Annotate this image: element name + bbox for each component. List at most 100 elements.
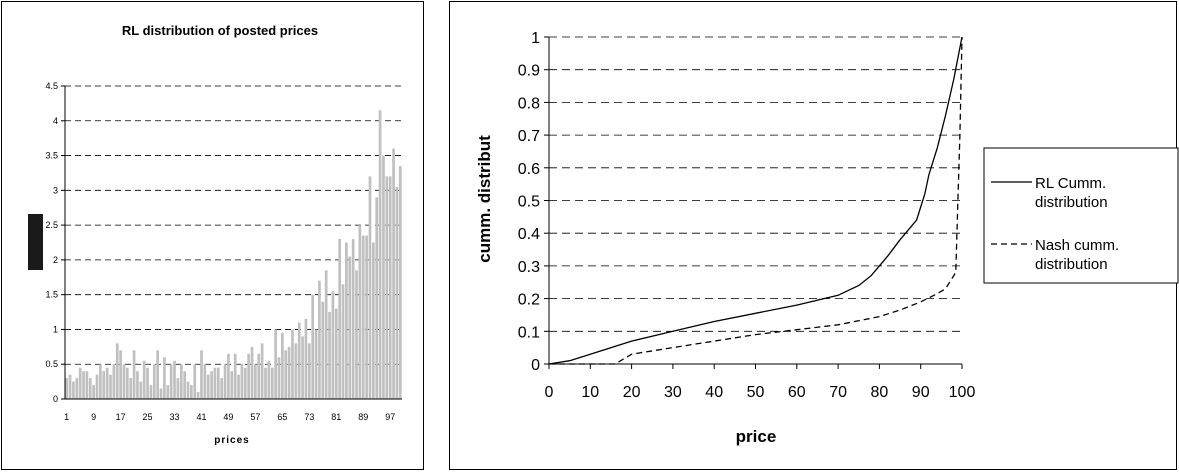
line-y-tick-label: 0.5 (518, 194, 540, 211)
bar (355, 270, 358, 399)
bar (247, 353, 251, 399)
bar-x-tick-label: 73 (304, 412, 314, 422)
bar-y-tick-label: 0.5 (45, 359, 58, 369)
line-x-tick-label: 20 (623, 384, 641, 401)
bar (294, 343, 298, 399)
line-x-tick-label: 30 (664, 384, 682, 401)
legend-label-rl-line1: RL Cumm. (1035, 175, 1106, 192)
bar-x-tick-label: 49 (223, 412, 233, 422)
bar (156, 350, 160, 399)
bar-chart-title: RL distribution of posted prices (122, 23, 318, 38)
bar (119, 350, 122, 399)
bar (169, 364, 173, 399)
bar (88, 378, 92, 399)
bar (152, 364, 156, 399)
bar-chart: RL distribution of posted prices 0 0.5 1 1.… (28, 23, 402, 446)
bar (304, 319, 308, 399)
bar (183, 371, 186, 399)
bar-y-tick-label: 4 (53, 116, 58, 126)
rl-series-line (548, 36, 963, 365)
bar-x-tick-label: 17 (116, 412, 126, 422)
bar (125, 367, 129, 399)
bar (345, 242, 348, 399)
bar (331, 291, 335, 399)
bar (173, 360, 176, 399)
bar (179, 364, 183, 399)
bar (122, 364, 126, 399)
bar (318, 280, 321, 399)
bar (166, 385, 170, 399)
bar (149, 385, 153, 399)
bar (230, 371, 234, 399)
line-y-tick-label: 1 (531, 30, 540, 47)
bar (102, 371, 106, 399)
line-x-axis-title: price (736, 427, 777, 446)
bar (270, 367, 274, 399)
bar (291, 329, 294, 399)
bar (264, 367, 267, 399)
bar-y-tick-label: 4.5 (45, 81, 58, 91)
line-y-tick-label: 0.3 (518, 259, 540, 276)
bar (274, 329, 277, 399)
line-y-axis-title: cumm. distribut (475, 135, 494, 263)
bar (99, 364, 102, 399)
bar (146, 367, 149, 399)
line-y-tick-label: 0.2 (518, 292, 540, 309)
bar (324, 270, 328, 399)
bar (233, 353, 237, 399)
legend-box (983, 147, 1179, 284)
bar (186, 381, 190, 399)
bar-x-tick-label: 81 (331, 412, 341, 422)
bar (78, 367, 82, 399)
bar (200, 350, 203, 399)
line-x-tick-label: 60 (788, 384, 806, 401)
bar (220, 378, 224, 399)
bar (216, 367, 220, 399)
bar (159, 388, 163, 399)
bar-x-tick-label: 41 (196, 412, 206, 422)
bar (193, 364, 197, 399)
legend: RL Cumm. distribution Nash cumm. distrib… (983, 147, 1179, 284)
bar (328, 312, 331, 399)
line-x-tick-label: 40 (705, 384, 723, 401)
bar (368, 176, 372, 399)
line-y-tick-label: 0.6 (518, 161, 540, 178)
bar (378, 110, 382, 399)
bar-y-tick-label: 2.5 (45, 220, 58, 230)
bar (109, 374, 112, 399)
line-y-tick-label: 0.9 (518, 63, 540, 80)
bar (85, 371, 89, 399)
bar (382, 155, 385, 399)
line-chart-panel: 0 0.1 0.2 0.3 0.4 0.5 0.6 0.7 0.8 0.9 1 0 10 20 30 40 5… (449, 1, 1179, 470)
bar (351, 239, 355, 399)
bar-y-tick-label: 3 (53, 185, 58, 195)
bar (395, 186, 399, 399)
line-x-tick-label: 10 (581, 384, 599, 401)
legend-label-nash-line2: distribution (1035, 256, 1108, 273)
bar-x-tick-label: 9 (91, 412, 96, 422)
line-y-tick-label: 0.7 (518, 128, 540, 145)
bar (139, 381, 143, 399)
bar (358, 225, 362, 399)
bar (190, 385, 193, 399)
bar-y-tick-label: 2 (53, 255, 58, 265)
legend-label-rl-line2: distribution (1035, 194, 1108, 211)
line-y-tick-label: 0.8 (518, 95, 540, 112)
bar (257, 353, 261, 399)
bar (213, 367, 217, 399)
bar (267, 360, 271, 399)
line-y-tick-label: 0.4 (518, 226, 540, 243)
bar (301, 336, 304, 399)
bar (65, 378, 69, 399)
bar (398, 165, 402, 399)
bar (223, 364, 227, 399)
bar (284, 350, 288, 399)
bar (260, 343, 264, 399)
bar (338, 239, 342, 399)
nash-series-line (549, 36, 963, 365)
bar (163, 357, 166, 399)
bar (250, 346, 254, 399)
bar-x-axis-title: prices (214, 435, 249, 446)
bar (82, 371, 85, 399)
bar (132, 350, 136, 399)
